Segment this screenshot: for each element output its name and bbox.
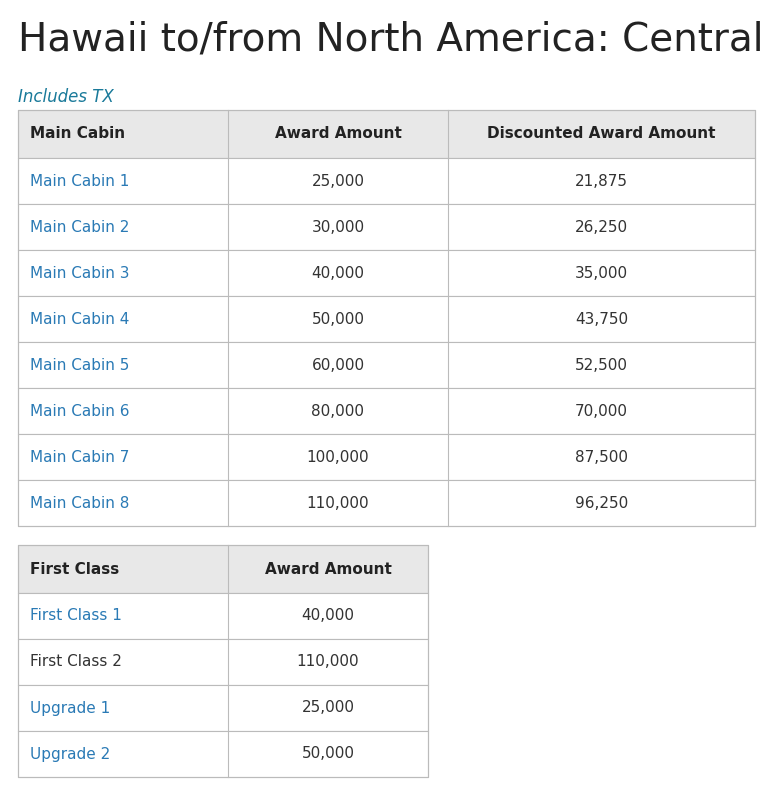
- Text: First Class: First Class: [30, 562, 119, 576]
- Text: First Class 2: First Class 2: [30, 654, 122, 670]
- Bar: [18, 158, 755, 204]
- Text: Main Cabin: Main Cabin: [30, 127, 125, 141]
- Bar: [18, 342, 755, 388]
- Text: 80,000: 80,000: [312, 404, 364, 418]
- Text: 40,000: 40,000: [312, 266, 364, 281]
- Text: Main Cabin 4: Main Cabin 4: [30, 311, 130, 326]
- Text: 50,000: 50,000: [301, 746, 354, 761]
- Text: Upgrade 2: Upgrade 2: [30, 746, 110, 761]
- Text: Award Amount: Award Amount: [264, 562, 392, 576]
- Text: 60,000: 60,000: [312, 358, 364, 373]
- Text: 87,500: 87,500: [575, 449, 628, 464]
- Bar: [18, 296, 755, 342]
- Bar: [18, 731, 428, 777]
- Bar: [18, 110, 755, 158]
- Text: Includes TX: Includes TX: [18, 88, 113, 106]
- Bar: [18, 480, 755, 526]
- Text: Hawaii to/from North America: Central: Hawaii to/from North America: Central: [18, 20, 764, 58]
- Bar: [18, 434, 755, 480]
- Text: Main Cabin 1: Main Cabin 1: [30, 173, 130, 188]
- Text: 50,000: 50,000: [312, 311, 364, 326]
- Text: Award Amount: Award Amount: [274, 127, 402, 141]
- Text: Discounted Award Amount: Discounted Award Amount: [487, 127, 716, 141]
- Bar: [18, 593, 428, 639]
- Text: 21,875: 21,875: [575, 173, 628, 188]
- Text: 26,250: 26,250: [575, 219, 628, 235]
- Text: 70,000: 70,000: [575, 404, 628, 418]
- Text: Main Cabin 6: Main Cabin 6: [30, 404, 130, 418]
- Text: Upgrade 1: Upgrade 1: [30, 701, 110, 716]
- Bar: [18, 250, 755, 296]
- Text: Main Cabin 3: Main Cabin 3: [30, 266, 130, 281]
- Text: 96,250: 96,250: [575, 496, 628, 511]
- Text: 30,000: 30,000: [312, 219, 364, 235]
- Text: Main Cabin 5: Main Cabin 5: [30, 358, 130, 373]
- Text: Main Cabin 7: Main Cabin 7: [30, 449, 130, 464]
- Text: 110,000: 110,000: [297, 654, 359, 670]
- Text: 100,000: 100,000: [307, 449, 369, 464]
- Bar: [18, 685, 428, 731]
- Text: 43,750: 43,750: [575, 311, 628, 326]
- Text: Main Cabin 2: Main Cabin 2: [30, 219, 130, 235]
- Text: 35,000: 35,000: [575, 266, 628, 281]
- Bar: [18, 110, 755, 526]
- Text: 25,000: 25,000: [312, 173, 364, 188]
- Bar: [18, 545, 428, 593]
- Text: 52,500: 52,500: [575, 358, 628, 373]
- Text: 25,000: 25,000: [301, 701, 354, 716]
- Bar: [18, 639, 428, 685]
- Bar: [18, 204, 755, 250]
- Text: 40,000: 40,000: [301, 609, 354, 623]
- Text: First Class 1: First Class 1: [30, 609, 122, 623]
- Text: Main Cabin 8: Main Cabin 8: [30, 496, 130, 511]
- Text: 110,000: 110,000: [307, 496, 369, 511]
- Bar: [18, 388, 755, 434]
- Bar: [18, 545, 428, 777]
